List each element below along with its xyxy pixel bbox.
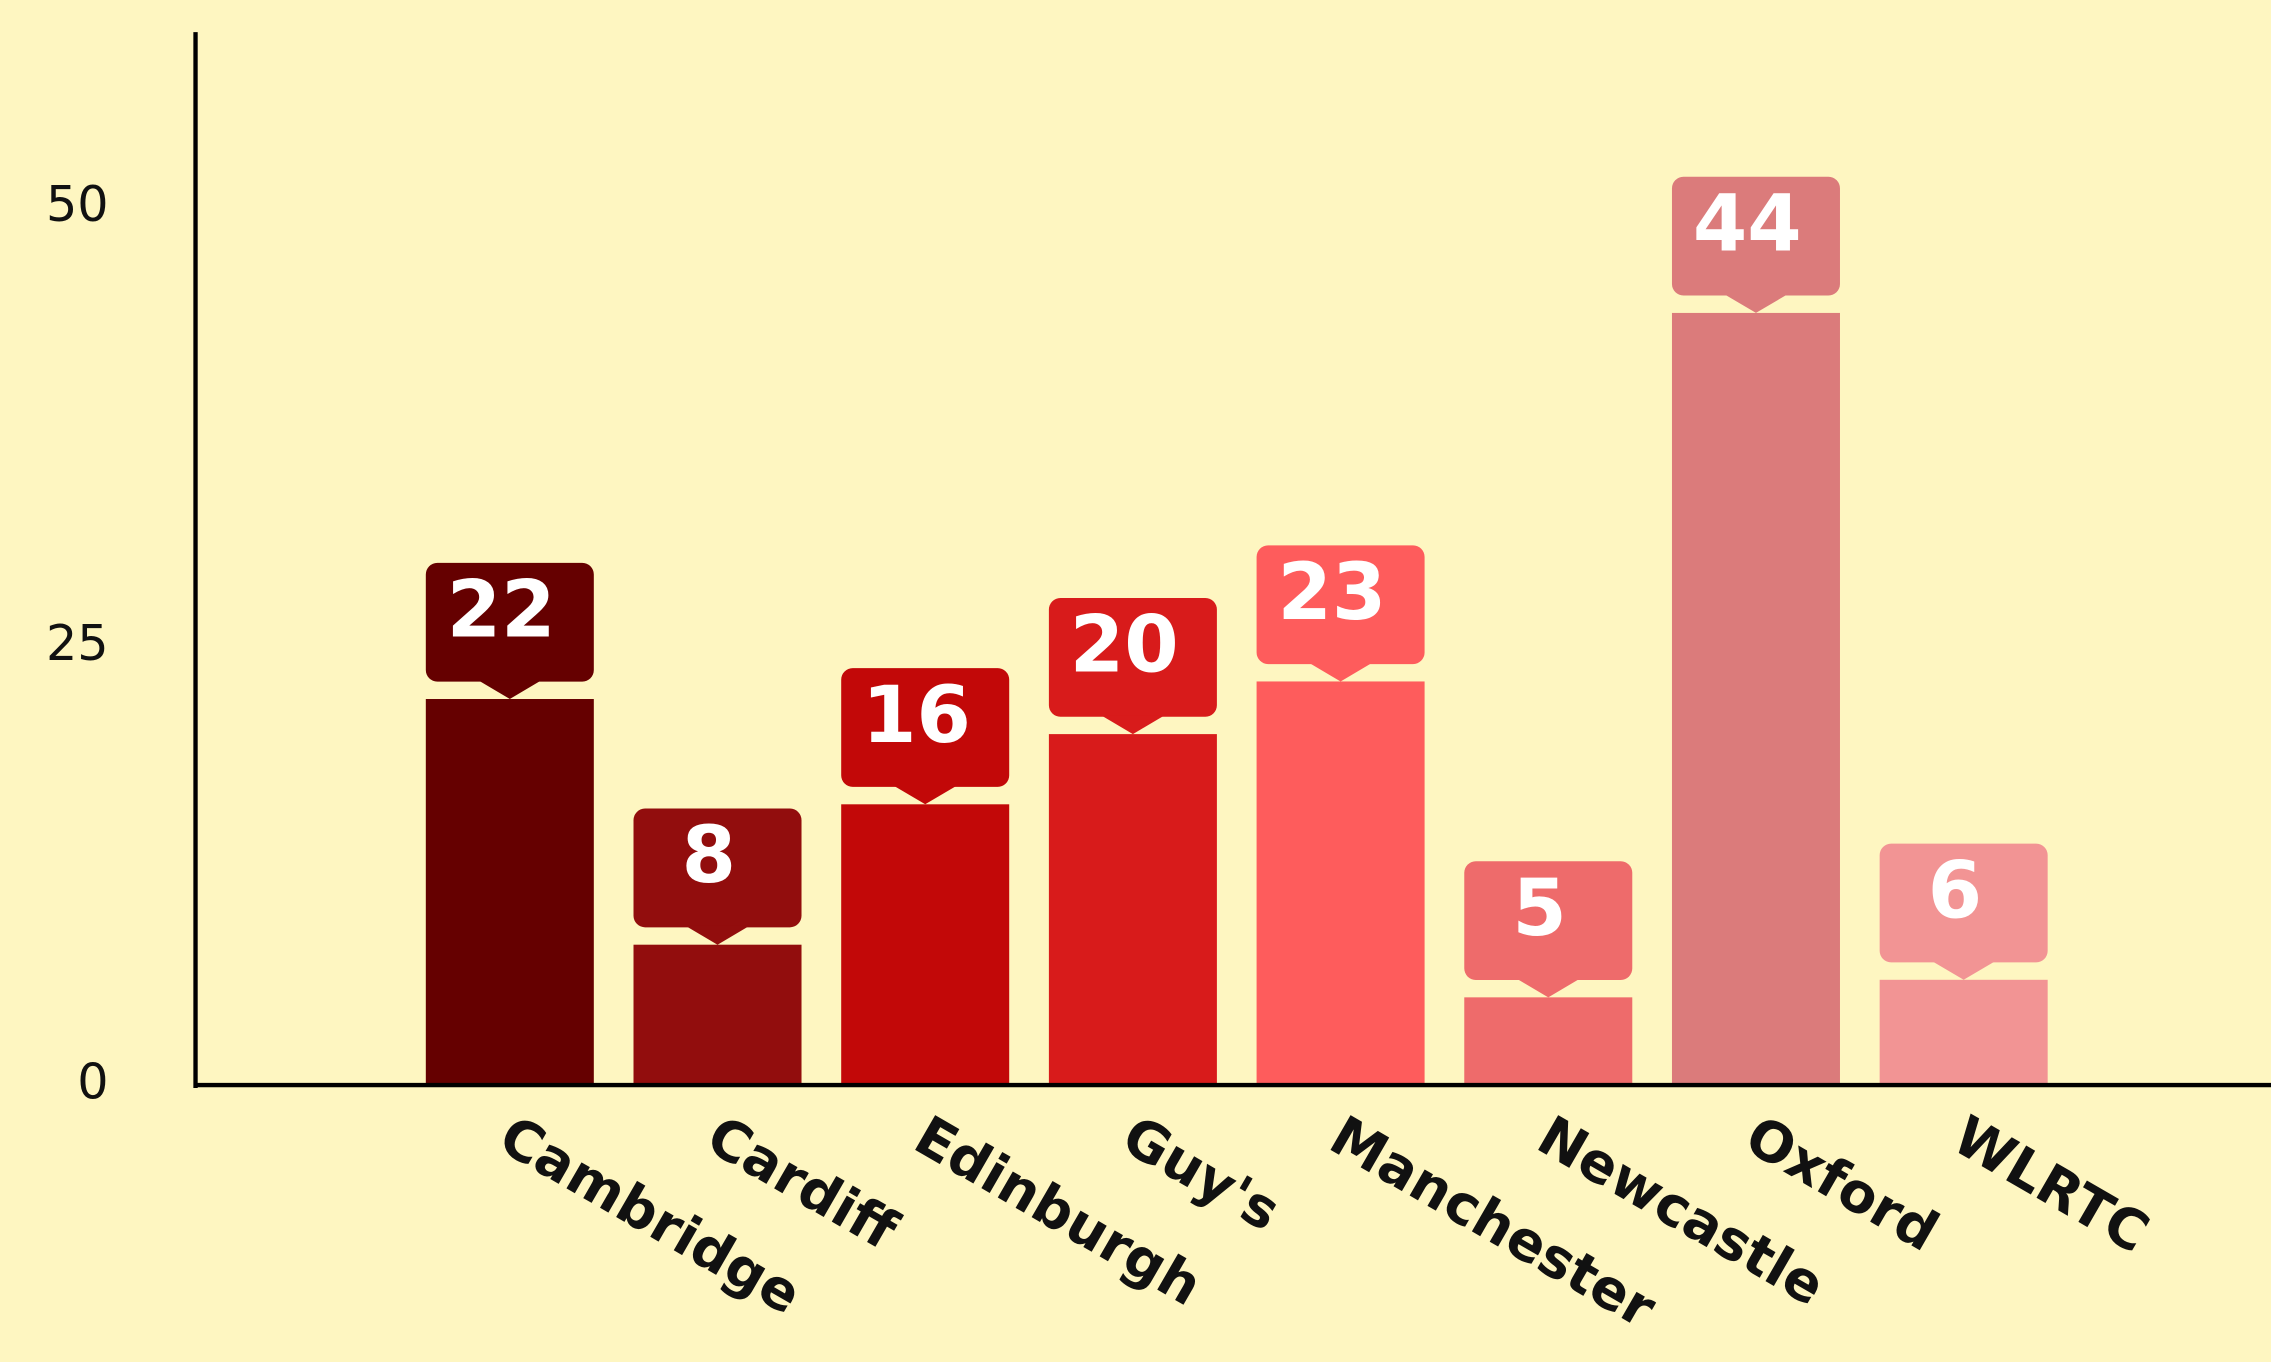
bar (425, 699, 594, 1086)
bar (841, 804, 1010, 1086)
y-tick-label: 25 (46, 614, 109, 672)
bubble-pointer (893, 785, 958, 805)
bar (1464, 997, 1633, 1086)
value-bubble (633, 808, 802, 928)
bar (1048, 734, 1217, 1086)
bubble-pointer (1516, 978, 1581, 998)
value-bubble (425, 562, 594, 682)
bar (1879, 979, 2048, 1086)
bubble-pointer (1308, 662, 1373, 682)
bar (1671, 312, 1840, 1086)
value-bubble (1464, 861, 1633, 980)
y-tick-label: 50 (46, 175, 109, 233)
bubble-pointer (685, 925, 750, 945)
value-label: 20 (1070, 600, 1179, 691)
bubble-pointer (1931, 960, 1996, 980)
value-label: 5 (1512, 863, 1566, 954)
value-label: 8 (682, 810, 736, 901)
bubble-pointer (1101, 715, 1165, 735)
bar (1256, 681, 1425, 1086)
bar (633, 944, 802, 1086)
value-label: 16 (862, 670, 971, 761)
value-label: 22 (447, 564, 556, 655)
bubble-pointer (477, 680, 542, 700)
value-label: 6 (1928, 845, 1982, 936)
value-label: 23 (1277, 547, 1386, 638)
value-label: 44 (1693, 178, 1802, 269)
bubble-pointer (1724, 294, 1788, 313)
y-tick-label: 0 (77, 1053, 108, 1111)
value-bubble (1879, 843, 2048, 963)
value-bubble (841, 668, 1010, 787)
value-bubble (1048, 597, 1217, 717)
value-bubble (1671, 176, 1840, 296)
x-tick-label: WLRTC (1943, 1103, 2160, 1265)
value-bubble (1256, 545, 1425, 665)
